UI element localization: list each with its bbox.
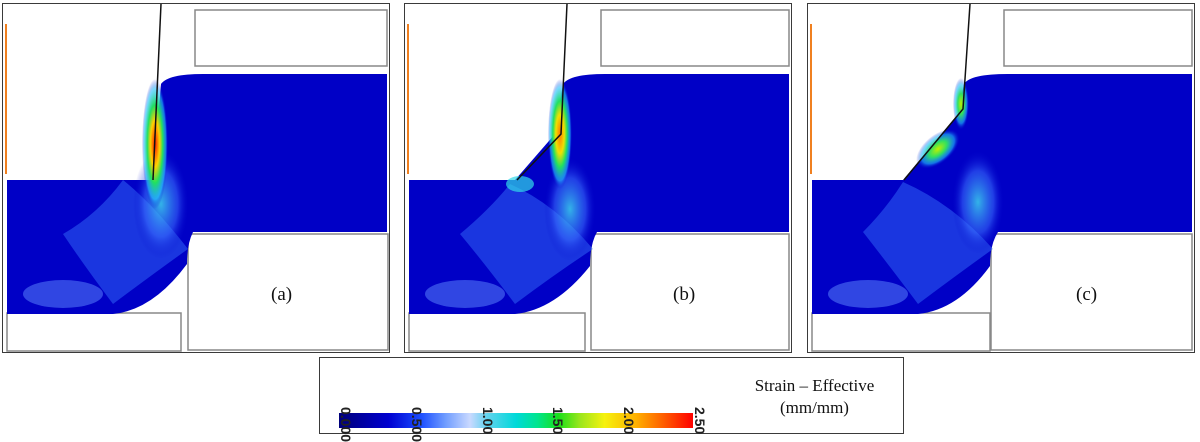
strain-contour-a	[5, 4, 389, 352]
lower-die-left	[408, 312, 586, 352]
colorbar-tick-label: 2.00	[621, 407, 638, 435]
panel-label: (b)	[673, 284, 696, 305]
strain-band	[23, 280, 103, 308]
colorbar	[339, 413, 693, 428]
colorbar-tick-label: 1.50	[550, 407, 567, 435]
punch-edge	[152, 4, 162, 181]
legend-title: Strain – Effective	[754, 376, 875, 395]
upper-die-right	[1003, 9, 1193, 67]
panel-label: (a)	[271, 284, 293, 305]
strain-contour-c	[810, 4, 1193, 352]
workpiece	[7, 74, 387, 314]
punch-edge	[516, 4, 568, 181]
max-strain-zone	[916, 129, 960, 169]
strain-band	[828, 280, 908, 308]
shear-zone	[952, 150, 1004, 254]
strain-band	[460, 184, 593, 304]
simulation-panel-c: (c)	[807, 3, 1195, 353]
strain-band	[863, 182, 993, 304]
lower-die-left	[811, 312, 991, 352]
strain-band	[425, 280, 505, 308]
colorbar-tick-label: 2.50	[692, 407, 708, 435]
strain-band	[506, 176, 534, 192]
max-strain-zone	[953, 78, 969, 130]
workpiece	[409, 74, 789, 314]
lower-die-left	[6, 312, 182, 352]
upper-die-right	[194, 9, 388, 67]
lower-die-right	[990, 233, 1193, 351]
simulation-panel-a: (a)	[2, 3, 390, 353]
strain-band	[63, 180, 188, 304]
panel-label: (c)	[1076, 284, 1098, 305]
strain-legend: 0.000 0.500 1.00 1.50 2.00 2.50 Strain – Effe…	[319, 357, 904, 442]
colorbar-tick-label: 1.00	[479, 407, 496, 435]
legend-unit: (mm/mm)	[780, 398, 849, 417]
upper-die-right	[600, 9, 790, 67]
lower-die-right	[590, 233, 790, 351]
strain-contour-b	[407, 4, 790, 352]
simulation-panel-b: (b)	[404, 3, 792, 353]
lower-die-right	[187, 233, 389, 351]
punch-edge	[903, 4, 971, 181]
